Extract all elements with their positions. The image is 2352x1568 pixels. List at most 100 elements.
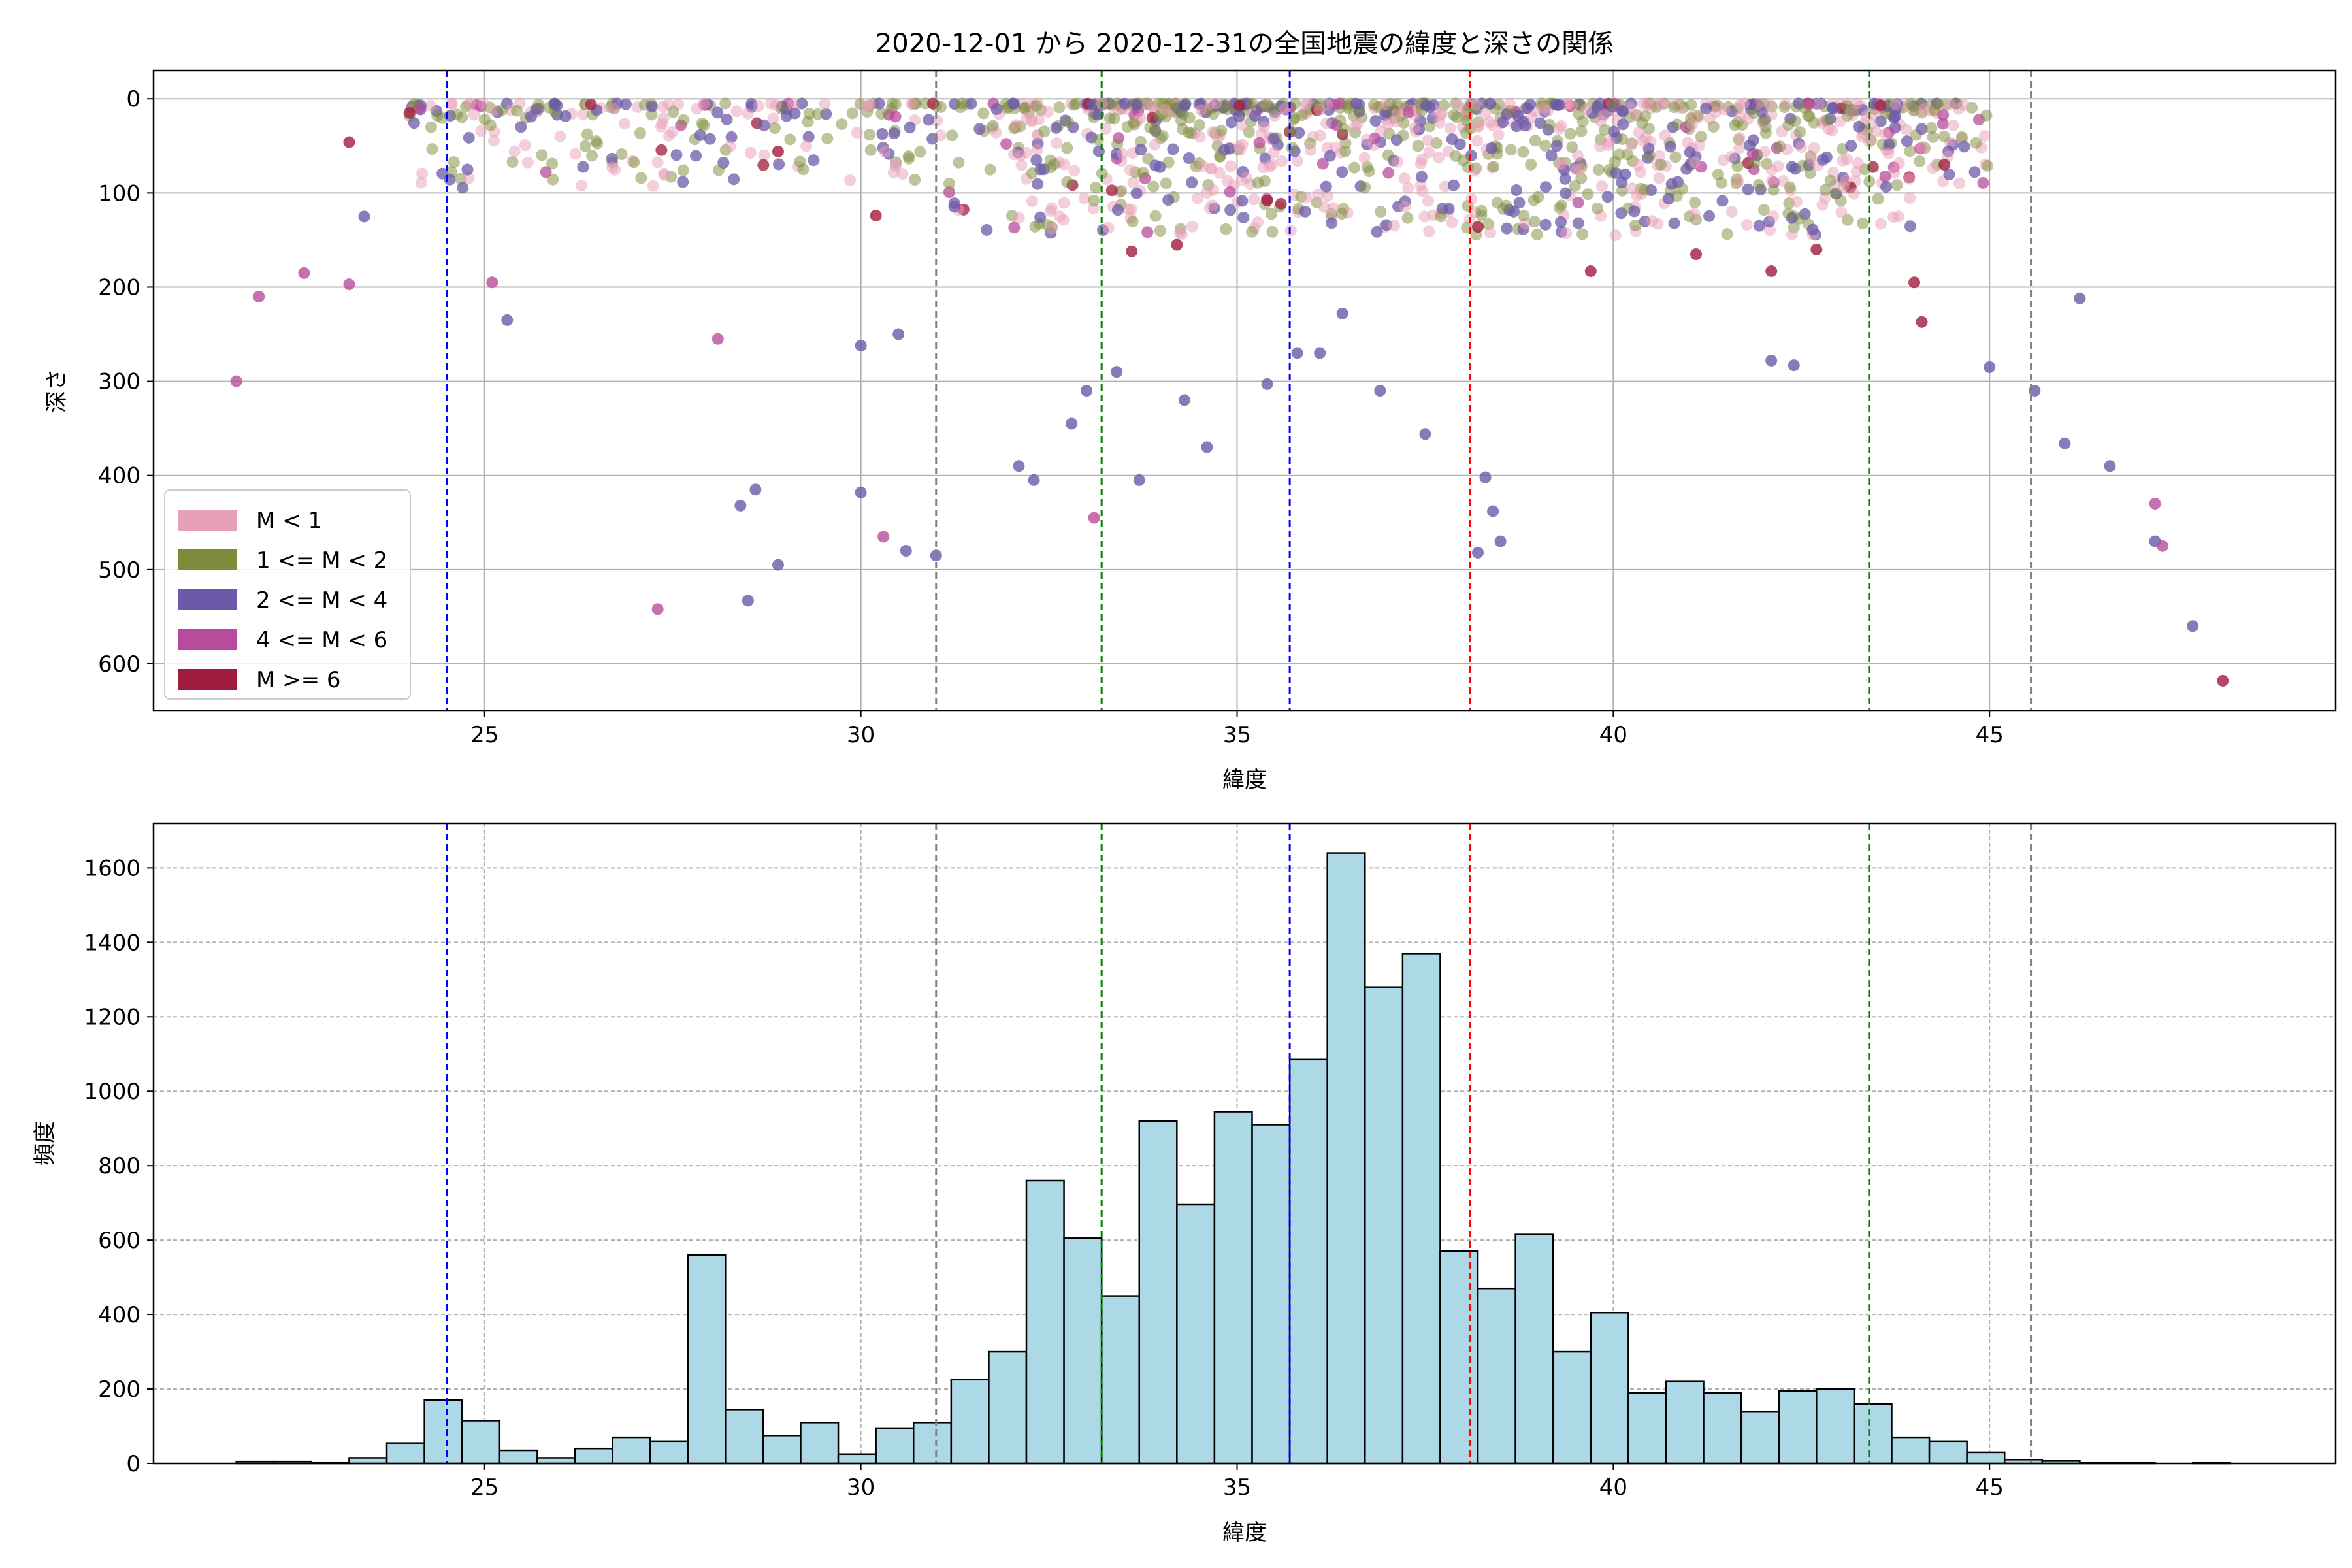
scatter-cloud-point — [464, 97, 476, 110]
scatter-cloud-point — [1737, 97, 1750, 110]
legend-label: 1 <= M < 2 — [256, 547, 387, 574]
scatter-cloud-point — [879, 146, 891, 158]
scatter-cloud-point — [1267, 146, 1280, 159]
scatter-cloud-point — [1423, 146, 1435, 159]
histogram-frame — [152, 822, 2337, 1465]
scatter-cloud-point — [1237, 211, 1250, 223]
scatter-cloud-point — [1518, 210, 1530, 222]
scatter-cloud-point — [1266, 225, 1279, 238]
scatter-cloud-point — [1078, 192, 1090, 204]
scatter-cloud-point — [1388, 220, 1400, 232]
scatter-cloud-point — [690, 150, 702, 162]
scatter-cloud-point — [1051, 137, 1063, 150]
scatter-y-tick-label: 100 — [98, 180, 140, 206]
scatter-cloud-point — [1610, 167, 1622, 179]
scatter-point — [253, 290, 265, 302]
scatter-cloud-point — [670, 149, 683, 161]
scatter-cloud-point — [586, 150, 598, 162]
scatter-cloud-point — [1358, 152, 1371, 164]
scatter-cloud-point — [1032, 178, 1044, 190]
scatter-cloud-point — [496, 104, 508, 116]
scatter-x-axis-label: 緯度 — [1222, 767, 1267, 793]
scatter-cloud-point — [1517, 146, 1529, 158]
scatter-cloud-point — [1642, 99, 1655, 111]
scatter-cloud-point — [973, 123, 986, 135]
scatter-cloud-point — [1149, 139, 1161, 151]
scatter-point — [2187, 620, 2199, 632]
scatter-cloud-point — [1626, 182, 1639, 195]
histogram-reference-lines — [446, 823, 2033, 1463]
scatter-cloud-point — [1606, 98, 1618, 110]
scatter-cloud-point — [1629, 219, 1642, 231]
scatter-cloud-point — [1435, 210, 1447, 223]
scatter-cloud-point — [1763, 98, 1775, 110]
histogram-y-tick-label: 1000 — [84, 1079, 140, 1105]
scatter-cloud-point — [1122, 203, 1134, 216]
scatter-cloud-point — [1149, 123, 1161, 136]
scatter-cloud-point — [1686, 118, 1699, 131]
scatter-cloud-point — [1279, 103, 1291, 115]
scatter-cloud-point — [1786, 228, 1798, 240]
scatter-cloud-point — [1162, 156, 1175, 169]
histogram-bar — [1590, 1311, 1629, 1465]
scatter-y-tick-label: 600 — [98, 651, 140, 678]
scatter-cloud-point — [1767, 210, 1780, 223]
scatter-cloud-point — [1265, 208, 1277, 220]
scatter-cloud-point — [1008, 97, 1021, 110]
scatter-cloud-point — [1904, 145, 1916, 157]
scatter-legend: M < 1 1 <= M < 2 2 <= M < 4 4 <= M < 6 M >= … — [164, 489, 411, 700]
scatter-cloud-point — [1927, 162, 1939, 174]
legend-label: 4 <= M < 6 — [256, 627, 387, 653]
legend-swatch — [178, 589, 237, 610]
scatter-cloud-point — [1285, 125, 1298, 137]
scatter-cloud-point — [1784, 181, 1796, 193]
scatter-cloud-point — [1236, 195, 1249, 207]
scatter-point — [1479, 471, 1492, 483]
scatter-cloud-point — [1819, 184, 1831, 196]
scatter-cloud-point — [1639, 184, 1651, 196]
scatter-cloud-point — [1879, 171, 1891, 183]
scatter-cloud-point — [1422, 134, 1434, 146]
scatter-point — [877, 531, 890, 543]
scatter-cloud-point — [1248, 193, 1260, 206]
histogram-y-tick-label: 200 — [98, 1377, 140, 1403]
scatter-cloud-point — [1851, 97, 1863, 110]
scatter-point — [1133, 474, 1145, 486]
scatter-point — [1066, 417, 1078, 430]
scatter-point — [749, 483, 762, 496]
scatter-cloud-point — [1233, 99, 1246, 112]
scatter-cloud-point — [1258, 99, 1271, 112]
scatter-cloud-point — [1335, 208, 1348, 220]
scatter-cloud-point — [551, 99, 563, 112]
scatter-point — [2059, 437, 2071, 449]
scatter-cloud-point — [666, 125, 679, 138]
scatter-cloud-point — [655, 144, 668, 156]
histogram-y-axis-label: 頻度 — [32, 1121, 58, 1166]
scatter-cloud-point — [1676, 182, 1689, 195]
scatter-cloud-point — [547, 173, 559, 186]
scatter-cloud-point — [618, 118, 630, 130]
scatter-cloud-point — [1369, 115, 1382, 127]
scatter-cloud-point — [904, 122, 916, 134]
scatter-cloud-point — [1195, 104, 1207, 116]
histogram-bar — [385, 1442, 425, 1465]
scatter-cloud-point — [888, 127, 900, 140]
scatter-cloud-point — [1821, 114, 1833, 127]
scatter-point — [1494, 535, 1507, 547]
scatter-cloud-point — [1045, 205, 1057, 218]
histogram-bar — [1552, 1350, 1592, 1465]
scatter-cloud-point — [1029, 220, 1041, 233]
scatter-cloud-point — [1465, 193, 1478, 205]
scatter-cloud-point — [1391, 107, 1403, 120]
scatter-cloud-point — [1513, 197, 1526, 209]
scatter-point — [1472, 546, 1484, 559]
scatter-point — [1810, 243, 1823, 255]
scatter-cloud-point — [1778, 101, 1791, 114]
histogram-bar — [1401, 953, 1441, 1465]
scatter-cloud-point — [1401, 212, 1414, 224]
scatter-cloud-point — [1201, 187, 1213, 199]
scatter-cloud-point — [1569, 180, 1581, 192]
scatter-cloud-point — [1570, 163, 1582, 176]
scatter-cloud-point — [412, 103, 425, 115]
scatter-cloud-point — [819, 98, 831, 110]
